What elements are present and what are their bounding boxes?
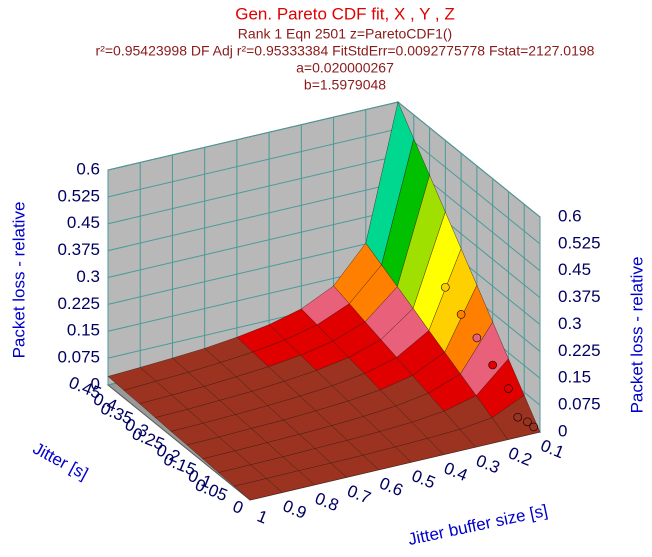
y-tick-label: 0 [230, 497, 246, 518]
z-tick-label: 0.15 [67, 321, 100, 340]
z-tick-label: 0.225 [57, 294, 100, 313]
z-tick-label: 0.225 [558, 341, 601, 360]
z-tick-label: 0.45 [558, 260, 591, 279]
x-tick-label: 0.6 [377, 474, 406, 500]
subtitle: r²=0.95423998 DF Adj r²=0.95333384 FitSt… [96, 43, 595, 59]
z-tick-label: 0.15 [558, 368, 591, 387]
data-point [456, 310, 466, 319]
x-tick-label: 1 [254, 506, 270, 527]
data-point [504, 384, 513, 393]
z-tick-label: 0.45 [67, 213, 100, 232]
z-tick-label: 0.375 [558, 287, 601, 306]
z-axis-label: Packet loss - relative [9, 202, 28, 359]
subtitle: a=0.020000267 [296, 60, 394, 76]
y-axis-label: Jitter [s] [30, 439, 91, 484]
data-point [513, 412, 523, 422]
data-point [529, 422, 538, 432]
x-tick-label: 0.7 [345, 481, 374, 507]
subtitle: Rank 1 Eqn 2501 z=ParetoCDF1() [238, 26, 452, 42]
data-point [441, 282, 450, 292]
z-tick-label: 0.3 [558, 314, 582, 333]
x-tick-label: 0.4 [441, 458, 470, 484]
x-tick-label: 0.5 [409, 466, 438, 492]
z-axis-label: Packet loss - relative [627, 257, 646, 414]
subtitle: b=1.5979048 [304, 77, 386, 93]
x-axis-label: Jitter buffer size [s] [406, 501, 549, 549]
data-point [488, 360, 497, 370]
z-tick-label: 0.525 [558, 233, 601, 252]
chart-title: Gen. Pareto CDF fit, X , Y , Z [235, 4, 455, 23]
data-point [472, 333, 482, 343]
z-tick-label: 0 [91, 374, 100, 393]
z-tick-label: 0.075 [57, 348, 100, 367]
z-tick-label: 0.6 [76, 159, 100, 178]
x-tick-label: 0.9 [280, 496, 309, 522]
z-tick-label: 0.6 [558, 206, 582, 225]
x-tick-label: 0.2 [506, 443, 535, 469]
z-tick-label: 0.3 [76, 267, 100, 286]
z-tick-label: 0.525 [57, 186, 100, 205]
x-tick-label: 0.3 [473, 451, 502, 477]
z-tick-label: 0.375 [57, 240, 100, 259]
data-point [523, 417, 532, 427]
x-tick-label: 0.8 [312, 489, 341, 515]
surface-patch [233, 478, 283, 501]
z-tick-label: 0.075 [558, 395, 601, 414]
z-tick-label: 0 [558, 421, 567, 440]
